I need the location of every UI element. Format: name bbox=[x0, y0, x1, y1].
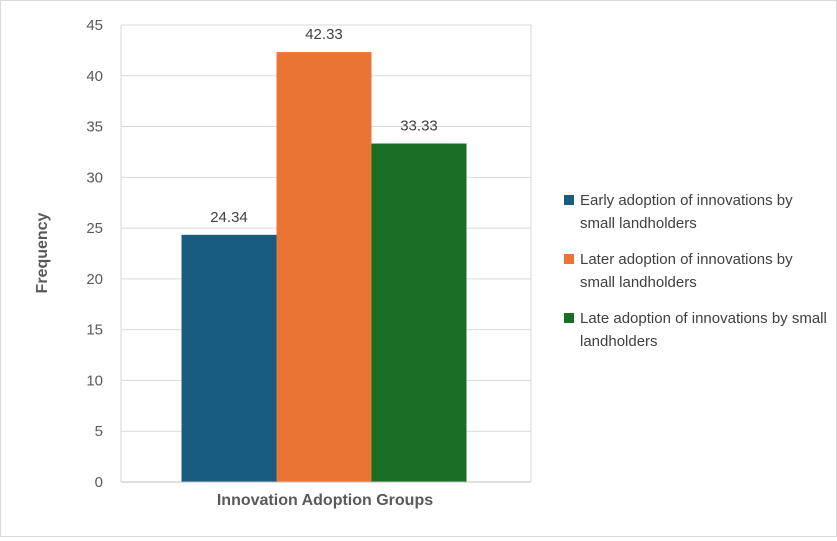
bar-series-1 bbox=[181, 234, 277, 482]
legend-item-late: Late adoption of innovations by small la… bbox=[564, 307, 829, 353]
y-tick-label-30: 30 bbox=[86, 169, 103, 186]
bar-labels: 24.34 42.33 33.33 bbox=[210, 26, 438, 226]
legend-item-early: Early adoption of innovations by small l… bbox=[564, 189, 829, 235]
y-tick-label-25: 25 bbox=[86, 220, 103, 237]
y-axis-title: Frequency bbox=[34, 212, 51, 293]
y-tick-label-15: 15 bbox=[86, 322, 103, 339]
legend-label-later: Later adoption of innovations by small l… bbox=[580, 251, 793, 291]
bar-series-2 bbox=[276, 52, 372, 483]
legend-swatch-later bbox=[564, 254, 574, 264]
y-tick-label-40: 40 bbox=[86, 68, 103, 85]
legend-swatch-early bbox=[564, 195, 574, 205]
bars bbox=[181, 52, 467, 483]
y-tick-label-0: 0 bbox=[95, 474, 103, 491]
bar-data-label-2: 42.33 bbox=[305, 26, 343, 43]
y-tick-label-20: 20 bbox=[86, 271, 103, 288]
bar-data-label-3: 33.33 bbox=[400, 118, 438, 135]
y-tick-label-5: 5 bbox=[95, 423, 103, 440]
x-axis-title: Innovation Adoption Groups bbox=[217, 492, 433, 509]
y-tick-label-45: 45 bbox=[86, 17, 103, 34]
legend-label-early: Early adoption of innovations by small l… bbox=[580, 192, 793, 232]
legend-swatch-late bbox=[564, 313, 574, 323]
y-tick-label-10: 10 bbox=[86, 372, 103, 389]
y-tick-label-35: 35 bbox=[86, 119, 103, 136]
legend-label-late: Late adoption of innovations by small la… bbox=[580, 310, 827, 350]
legend: Early adoption of innovations by small l… bbox=[564, 189, 829, 366]
y-axis-ticks: 0 5 10 15 20 25 30 35 40 45 bbox=[86, 17, 103, 491]
legend-item-later: Later adoption of innovations by small l… bbox=[564, 248, 829, 294]
bar-data-label-1: 24.34 bbox=[210, 209, 248, 226]
bar-series-3 bbox=[371, 143, 467, 483]
